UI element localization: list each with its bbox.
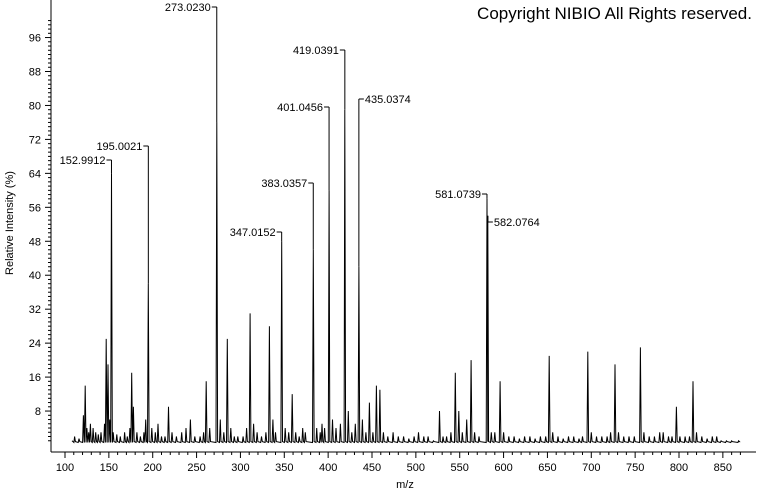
peak-annotation: 383.0357 <box>261 178 314 250</box>
y-axis-ticks: 8 16 24 32 40 48 56 64 72 80 88 96 <box>29 20 51 442</box>
y-tick-label: 72 <box>29 134 41 146</box>
y-tick-label: 80 <box>29 100 41 112</box>
annotation-label: 273.0230 <box>165 2 211 14</box>
x-tick-label: 800 <box>670 462 688 474</box>
peak-annotations: 152.9912 195.0021 273.0230 347.0152 383.0357… <box>60 2 540 284</box>
x-tick-label: 600 <box>494 462 512 474</box>
annotation-label: 582.0764 <box>494 217 540 229</box>
x-tick-label: 450 <box>363 462 381 474</box>
annotation-label: 347.0152 <box>230 227 276 239</box>
x-tick-label: 500 <box>407 462 425 474</box>
x-tick-label: 650 <box>538 462 556 474</box>
x-tick-label: 850 <box>714 462 732 474</box>
y-tick-label: 48 <box>29 236 41 248</box>
y-tick-label: 56 <box>29 202 41 214</box>
y-axis-label: Relative Intensity (%) <box>4 171 16 275</box>
annotation-label: 419.0391 <box>293 45 339 57</box>
y-tick-label: 8 <box>35 406 41 418</box>
peak-annotation: 152.9912 <box>60 155 112 174</box>
y-tick-label: 24 <box>29 338 41 350</box>
x-tick-label: 350 <box>275 462 293 474</box>
peak-annotation: 195.0021 <box>96 141 149 284</box>
annotation-label: 435.0374 <box>365 94 411 106</box>
axes <box>50 0 756 453</box>
x-axis-label: m/z <box>396 479 414 491</box>
spectrum-line <box>71 109 741 444</box>
x-axis-ticks: 100 150 200 250 300 350 400 450 500 550 600 650 700 7… <box>56 452 741 474</box>
peak-annotation: 581.0739 <box>435 189 488 201</box>
x-tick-label: 150 <box>100 462 118 474</box>
y-tick-label: 88 <box>29 67 41 79</box>
x-tick-label: 200 <box>144 462 162 474</box>
peak-annotation: 273.0230 <box>165 2 218 123</box>
copyright-notice: Copyright NIBIO All Rights reserved. <box>477 4 752 23</box>
annotation-label: 401.0456 <box>277 102 323 114</box>
x-tick-label: 750 <box>626 462 644 474</box>
y-tick-label: 64 <box>29 168 41 180</box>
x-tick-label: 400 <box>319 462 337 474</box>
peak-annotation: 401.0456 <box>277 102 330 191</box>
x-tick-label: 100 <box>56 462 74 474</box>
x-tick-label: 700 <box>582 462 600 474</box>
y-tick-label: 96 <box>29 33 41 45</box>
annotation-label: 152.9912 <box>60 155 106 167</box>
peak-annotation: 347.0152 <box>230 227 283 242</box>
peak-annotation: 419.0391 <box>293 45 346 110</box>
annotation-label: 581.0739 <box>435 189 481 201</box>
x-tick-label: 300 <box>231 462 249 474</box>
peak-annotation: 435.0374 <box>358 94 411 267</box>
annotation-label: 383.0357 <box>261 178 307 190</box>
peak-annotation: 582.0764 <box>487 215 540 229</box>
x-tick-label: 550 <box>451 462 469 474</box>
x-tick-label: 250 <box>187 462 205 474</box>
y-tick-label: 32 <box>29 304 41 316</box>
annotation-label: 195.0021 <box>96 141 142 153</box>
y-tick-label: 40 <box>29 270 41 282</box>
y-tick-label: 16 <box>29 372 41 384</box>
